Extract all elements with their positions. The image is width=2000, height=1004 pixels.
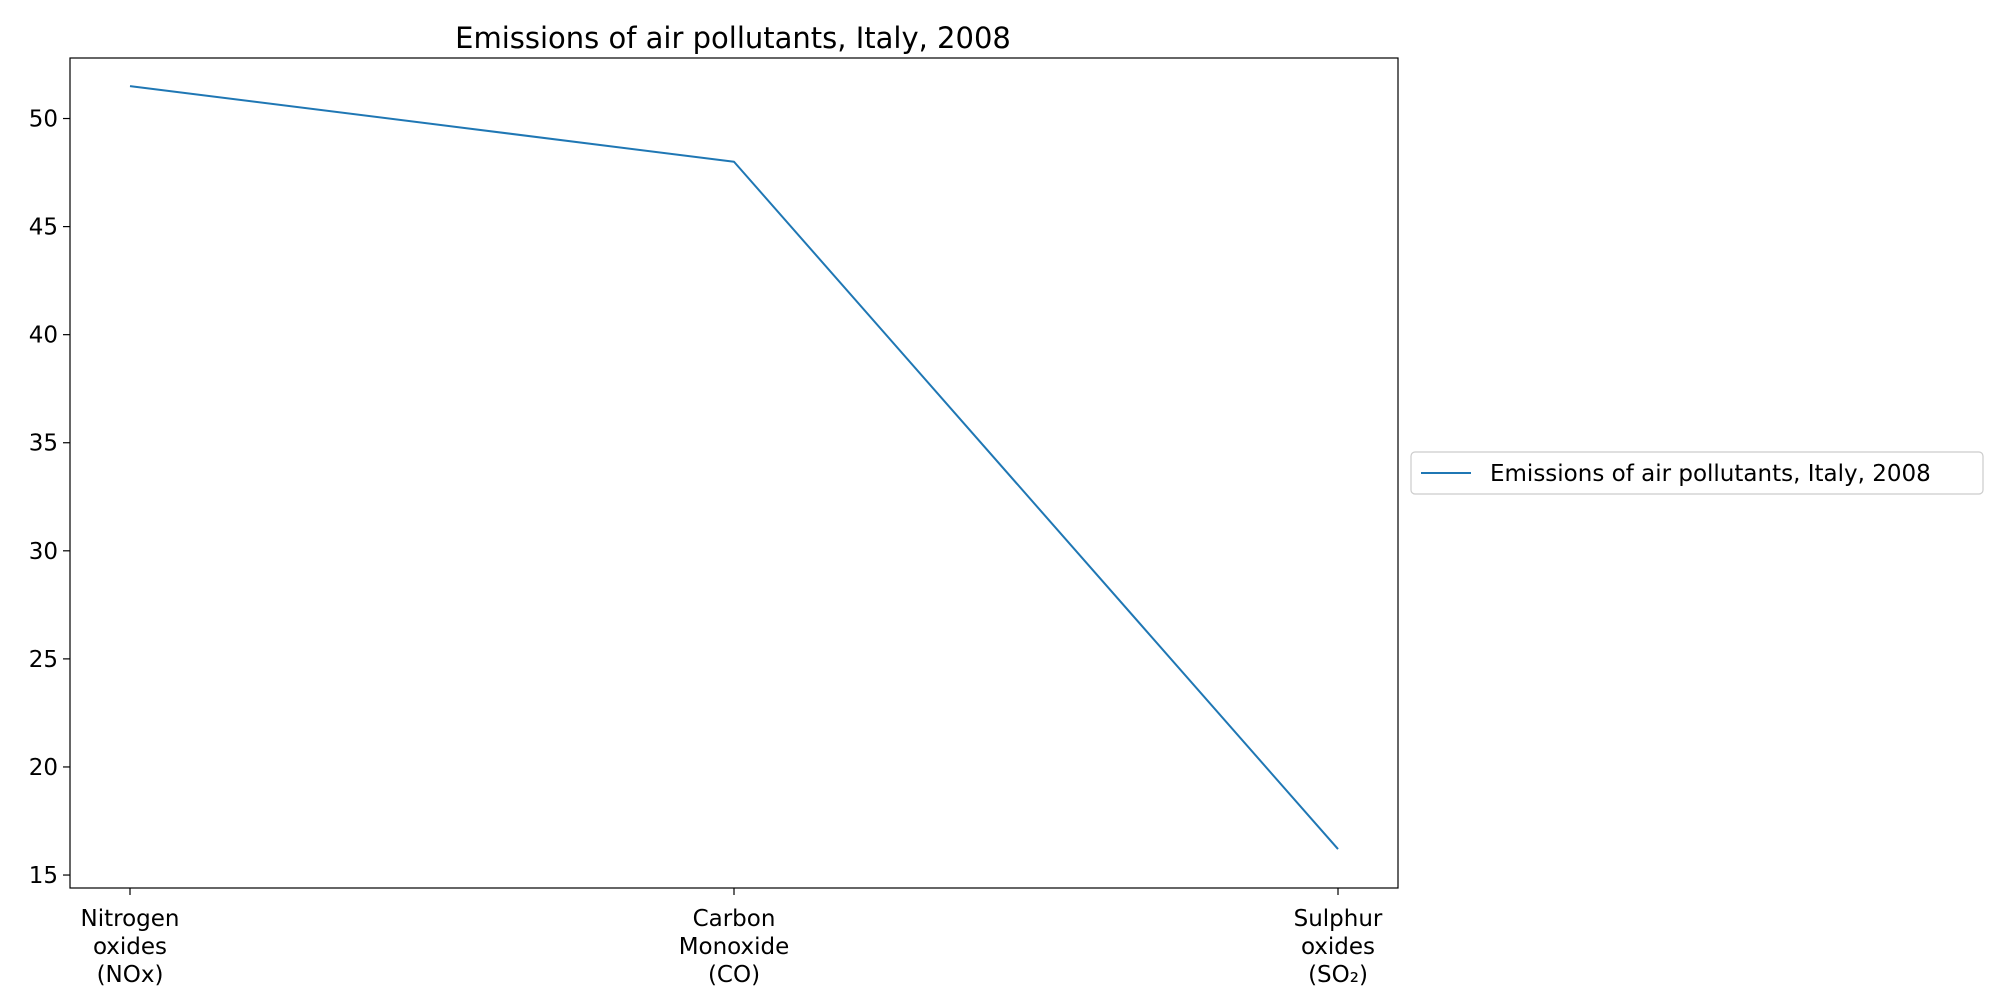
x-tick-label-line: Nitrogen [81,906,180,932]
x-tick-label-line: oxides [93,934,167,960]
y-tick-label: 40 [29,323,58,349]
y-tick-label: 30 [29,539,58,565]
legend[interactable]: Emissions of air pollutants, Italy, 2008 [1411,452,1983,494]
x-tick-label-line: (CO) [708,962,760,988]
x-tick-label-line: (SO₂) [1308,962,1368,988]
series-line[interactable] [130,86,1338,849]
x-tick-label-line: (NOx) [97,962,164,988]
y-tick-label: 50 [29,107,58,133]
x-tick-label-line: Monoxide [679,934,790,960]
y-tick-label: 20 [29,755,58,781]
y-tick-label: 45 [29,215,58,241]
y-tick-label: 35 [29,431,58,457]
x-tick-label-line: Carbon [693,906,776,932]
y-axis: 15 20 25 30 35 40 45 50 [29,107,70,890]
series-layer [130,86,1338,849]
plot-area-frame [70,58,1398,888]
chart-title: Emissions of air pollutants, Italy, 2008 [455,21,1011,55]
x-tick-label-line: Sulphur [1294,906,1383,932]
y-tick-label: 15 [29,863,58,889]
legend-label: Emissions of air pollutants, Italy, 2008 [1490,461,1931,487]
x-tick-label-line: oxides [1301,934,1375,960]
y-tick-label: 25 [29,647,58,673]
